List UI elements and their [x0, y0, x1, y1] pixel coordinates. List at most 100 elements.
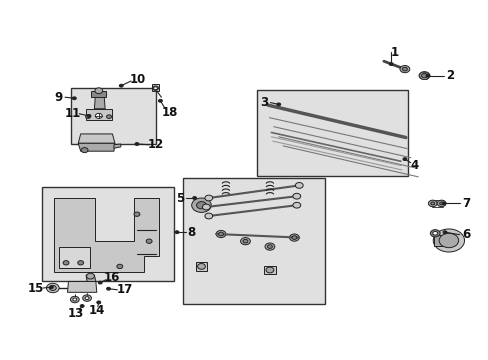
- Circle shape: [264, 243, 274, 250]
- Text: 14: 14: [88, 304, 105, 317]
- Bar: [41, 187, 173, 281]
- Circle shape: [243, 239, 247, 243]
- Circle shape: [86, 273, 94, 279]
- Circle shape: [292, 202, 300, 208]
- Circle shape: [430, 202, 434, 205]
- Circle shape: [402, 158, 406, 161]
- Circle shape: [292, 193, 300, 199]
- Circle shape: [439, 202, 443, 205]
- Bar: [183, 178, 325, 304]
- Circle shape: [438, 233, 458, 248]
- Polygon shape: [114, 144, 121, 148]
- Circle shape: [436, 200, 445, 207]
- Circle shape: [78, 261, 83, 265]
- Bar: [71, 88, 156, 144]
- Polygon shape: [54, 198, 159, 272]
- Circle shape: [63, 261, 69, 265]
- Circle shape: [204, 195, 212, 201]
- Circle shape: [81, 148, 88, 153]
- Circle shape: [117, 264, 122, 269]
- Text: 4: 4: [410, 159, 418, 172]
- Circle shape: [80, 305, 84, 307]
- Text: 16: 16: [103, 271, 120, 284]
- Circle shape: [175, 231, 179, 234]
- Polygon shape: [59, 247, 90, 268]
- Circle shape: [135, 143, 139, 145]
- Circle shape: [218, 232, 223, 236]
- Circle shape: [87, 114, 91, 117]
- Text: 7: 7: [461, 197, 469, 210]
- Circle shape: [106, 287, 110, 290]
- Polygon shape: [86, 275, 96, 282]
- Text: 8: 8: [187, 226, 195, 239]
- Polygon shape: [264, 266, 275, 274]
- Circle shape: [202, 204, 210, 210]
- Circle shape: [152, 86, 158, 90]
- Circle shape: [134, 212, 140, 216]
- Text: 1: 1: [390, 46, 398, 59]
- Text: 10: 10: [129, 73, 146, 86]
- Circle shape: [240, 238, 250, 245]
- Circle shape: [46, 283, 59, 293]
- Text: 9: 9: [55, 91, 62, 104]
- Text: 17: 17: [116, 283, 133, 296]
- Circle shape: [267, 245, 272, 248]
- Text: 5: 5: [176, 192, 183, 204]
- Circle shape: [427, 200, 436, 207]
- Circle shape: [146, 239, 152, 243]
- Circle shape: [85, 115, 90, 118]
- Circle shape: [429, 230, 439, 237]
- Circle shape: [106, 115, 111, 118]
- Circle shape: [276, 103, 280, 106]
- Circle shape: [432, 231, 437, 235]
- Circle shape: [441, 202, 445, 205]
- Polygon shape: [67, 282, 97, 292]
- Circle shape: [49, 285, 56, 291]
- Circle shape: [95, 113, 102, 118]
- Circle shape: [388, 63, 392, 66]
- Bar: [151, 84, 159, 91]
- Circle shape: [399, 66, 409, 73]
- Circle shape: [402, 67, 407, 71]
- Circle shape: [295, 183, 303, 188]
- Circle shape: [291, 236, 296, 239]
- Circle shape: [425, 74, 429, 77]
- Circle shape: [119, 84, 123, 87]
- Text: 11: 11: [64, 107, 81, 120]
- Polygon shape: [78, 134, 115, 143]
- Circle shape: [70, 296, 79, 303]
- Text: 3: 3: [260, 96, 267, 109]
- Polygon shape: [78, 143, 115, 151]
- Polygon shape: [433, 235, 448, 246]
- Text: 15: 15: [27, 282, 44, 294]
- Circle shape: [418, 72, 429, 80]
- Text: 6: 6: [461, 228, 469, 241]
- Circle shape: [204, 213, 212, 219]
- Circle shape: [98, 281, 102, 284]
- Circle shape: [97, 301, 101, 304]
- Circle shape: [196, 202, 206, 209]
- Circle shape: [49, 286, 53, 289]
- Circle shape: [265, 267, 273, 273]
- Polygon shape: [195, 262, 207, 271]
- Text: 2: 2: [445, 69, 453, 82]
- Circle shape: [191, 198, 211, 212]
- Circle shape: [72, 97, 76, 100]
- Circle shape: [289, 234, 299, 241]
- Circle shape: [85, 297, 89, 300]
- Circle shape: [216, 230, 225, 238]
- Circle shape: [442, 231, 446, 234]
- Circle shape: [73, 298, 77, 301]
- Bar: [91, 91, 106, 97]
- Circle shape: [82, 295, 91, 301]
- Text: 13: 13: [67, 307, 84, 320]
- Circle shape: [432, 229, 464, 252]
- Circle shape: [158, 99, 162, 102]
- Circle shape: [192, 197, 196, 199]
- Bar: [256, 90, 407, 176]
- Polygon shape: [85, 109, 112, 120]
- Text: 12: 12: [147, 138, 163, 151]
- Circle shape: [153, 87, 157, 90]
- Circle shape: [421, 73, 427, 78]
- Text: 18: 18: [162, 106, 178, 119]
